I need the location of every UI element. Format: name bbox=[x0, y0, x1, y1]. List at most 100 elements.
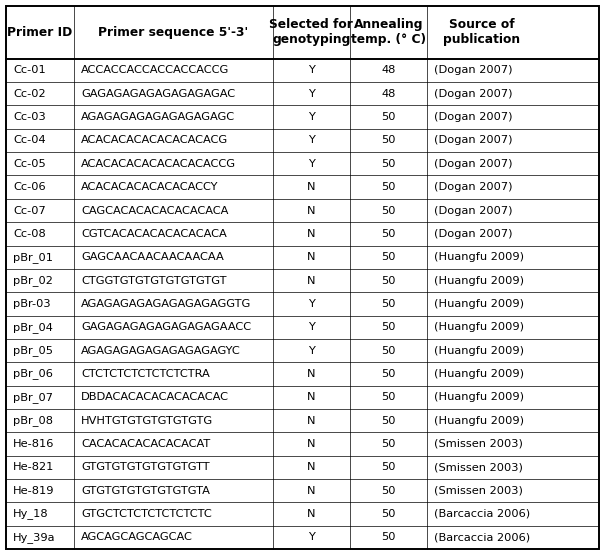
Text: 48: 48 bbox=[381, 65, 396, 75]
Text: (Dogan 2007): (Dogan 2007) bbox=[434, 159, 512, 169]
Text: Primer ID: Primer ID bbox=[7, 26, 73, 39]
Text: N: N bbox=[307, 205, 316, 215]
Text: GAGAGAGAGAGAGAGAGAACC: GAGAGAGAGAGAGAGAGAACC bbox=[81, 322, 251, 332]
Text: ACACACACACACACACCY: ACACACACACACACACCY bbox=[81, 182, 218, 192]
Text: pBr_04: pBr_04 bbox=[13, 322, 53, 332]
Text: (Dogan 2007): (Dogan 2007) bbox=[434, 112, 512, 122]
Text: 50: 50 bbox=[381, 229, 396, 239]
Text: pBr_06: pBr_06 bbox=[13, 369, 53, 380]
Text: pBr_01: pBr_01 bbox=[13, 252, 53, 263]
Text: Y: Y bbox=[308, 299, 315, 309]
Text: 50: 50 bbox=[381, 346, 396, 356]
Text: pBr_02: pBr_02 bbox=[13, 275, 53, 286]
Text: Y: Y bbox=[308, 159, 315, 169]
Text: (Dogan 2007): (Dogan 2007) bbox=[434, 89, 512, 99]
Text: N: N bbox=[307, 252, 316, 262]
Text: (Huangfu 2009): (Huangfu 2009) bbox=[434, 252, 524, 262]
Text: (Huangfu 2009): (Huangfu 2009) bbox=[434, 346, 524, 356]
Text: 50: 50 bbox=[381, 462, 396, 472]
Text: Cc-01: Cc-01 bbox=[13, 65, 46, 75]
Text: ACCACCACCACCACCACCG: ACCACCACCACCACCACCG bbox=[81, 65, 229, 75]
Text: DBDACACACACACACACAC: DBDACACACACACACACAC bbox=[81, 392, 229, 402]
Text: Selected for
genotyping: Selected for genotyping bbox=[269, 18, 353, 47]
Text: He-819: He-819 bbox=[13, 486, 54, 496]
Text: Annealing
temp. (° C): Annealing temp. (° C) bbox=[351, 18, 426, 47]
Text: Primer sequence 5'-3': Primer sequence 5'-3' bbox=[99, 26, 249, 39]
Text: GAGCAACAACAACAACAA: GAGCAACAACAACAACAA bbox=[81, 252, 224, 262]
Text: Y: Y bbox=[308, 112, 315, 122]
Text: N: N bbox=[307, 182, 316, 192]
Text: Hy_39a: Hy_39a bbox=[13, 532, 56, 543]
Text: Cc-06: Cc-06 bbox=[13, 182, 45, 192]
Text: 50: 50 bbox=[381, 275, 396, 285]
Text: Cc-07: Cc-07 bbox=[13, 205, 46, 215]
Text: Y: Y bbox=[308, 322, 315, 332]
Text: 50: 50 bbox=[381, 439, 396, 449]
Text: Y: Y bbox=[308, 532, 315, 542]
Text: (Huangfu 2009): (Huangfu 2009) bbox=[434, 416, 524, 426]
Text: He-821: He-821 bbox=[13, 462, 54, 472]
Text: (Huangfu 2009): (Huangfu 2009) bbox=[434, 322, 524, 332]
Text: Y: Y bbox=[308, 135, 315, 145]
Text: 50: 50 bbox=[381, 205, 396, 215]
Text: Y: Y bbox=[308, 89, 315, 99]
Text: (Huangfu 2009): (Huangfu 2009) bbox=[434, 299, 524, 309]
Text: 50: 50 bbox=[381, 299, 396, 309]
Text: N: N bbox=[307, 369, 316, 379]
Text: 50: 50 bbox=[381, 369, 396, 379]
Text: pBr_08: pBr_08 bbox=[13, 415, 53, 426]
Text: N: N bbox=[307, 509, 316, 519]
Text: (Huangfu 2009): (Huangfu 2009) bbox=[434, 392, 524, 402]
Text: CTCTCTCTCTCTCTCTRA: CTCTCTCTCTCTCTCTRA bbox=[81, 369, 210, 379]
Text: He-816: He-816 bbox=[13, 439, 54, 449]
Text: N: N bbox=[307, 229, 316, 239]
Text: (Barcaccia 2006): (Barcaccia 2006) bbox=[434, 509, 530, 519]
Text: Hy_18: Hy_18 bbox=[13, 508, 48, 519]
Text: Y: Y bbox=[308, 65, 315, 75]
Text: AGAGAGAGAGAGAGAGAGC: AGAGAGAGAGAGAGAGAGC bbox=[81, 112, 235, 122]
Text: 50: 50 bbox=[381, 112, 396, 122]
Text: HVHTGTGTGTGTGTGTG: HVHTGTGTGTGTGTGTG bbox=[81, 416, 214, 426]
Text: (Dogan 2007): (Dogan 2007) bbox=[434, 205, 512, 215]
Text: ACACACACACACACACACG: ACACACACACACACACACG bbox=[81, 135, 228, 145]
Text: 50: 50 bbox=[381, 252, 396, 262]
Text: GTGCTCTCTCTCTCTCTC: GTGCTCTCTCTCTCTCTC bbox=[81, 509, 212, 519]
Text: Cc-04: Cc-04 bbox=[13, 135, 45, 145]
Text: 50: 50 bbox=[381, 135, 396, 145]
Text: 50: 50 bbox=[381, 416, 396, 426]
Text: N: N bbox=[307, 486, 316, 496]
Text: 50: 50 bbox=[381, 486, 396, 496]
Text: (Huangfu 2009): (Huangfu 2009) bbox=[434, 275, 524, 285]
Text: (Huangfu 2009): (Huangfu 2009) bbox=[434, 369, 524, 379]
Text: ACACACACACACACACACCG: ACACACACACACACACACCG bbox=[81, 159, 236, 169]
Text: (Dogan 2007): (Dogan 2007) bbox=[434, 135, 512, 145]
Text: CAGCACACACACACACACA: CAGCACACACACACACACA bbox=[81, 205, 229, 215]
Text: Y: Y bbox=[308, 346, 315, 356]
Text: GTGTGTGTGTGTGTGTA: GTGTGTGTGTGTGTGTA bbox=[81, 486, 210, 496]
Text: (Smissen 2003): (Smissen 2003) bbox=[434, 462, 523, 472]
Text: (Dogan 2007): (Dogan 2007) bbox=[434, 65, 512, 75]
Text: CACACACACACACACAT: CACACACACACACACAT bbox=[81, 439, 211, 449]
Text: AGCAGCAGCAGCAC: AGCAGCAGCAGCAC bbox=[81, 532, 193, 542]
Text: 50: 50 bbox=[381, 322, 396, 332]
Text: (Smissen 2003): (Smissen 2003) bbox=[434, 439, 523, 449]
Text: pBr_07: pBr_07 bbox=[13, 392, 53, 403]
Text: 50: 50 bbox=[381, 182, 396, 192]
Text: AGAGAGAGAGAGAGAGAGGTG: AGAGAGAGAGAGAGAGAGGTG bbox=[81, 299, 252, 309]
Text: N: N bbox=[307, 416, 316, 426]
Text: (Dogan 2007): (Dogan 2007) bbox=[434, 182, 512, 192]
Text: GTGTGTGTGTGTGTGTT: GTGTGTGTGTGTGTGTT bbox=[81, 462, 210, 472]
Text: CTGGTGTGTGTGTGTGTGT: CTGGTGTGTGTGTGTGTGT bbox=[81, 275, 227, 285]
Text: Cc-05: Cc-05 bbox=[13, 159, 46, 169]
Text: N: N bbox=[307, 462, 316, 472]
Text: 50: 50 bbox=[381, 532, 396, 542]
Text: GAGAGAGAGAGAGAGAGAC: GAGAGAGAGAGAGAGAGAC bbox=[81, 89, 235, 99]
Text: 50: 50 bbox=[381, 392, 396, 402]
Text: AGAGAGAGAGAGAGAGAGYC: AGAGAGAGAGAGAGAGAGYC bbox=[81, 346, 241, 356]
Text: N: N bbox=[307, 275, 316, 285]
Text: Cc-02: Cc-02 bbox=[13, 89, 45, 99]
Text: 48: 48 bbox=[381, 89, 396, 99]
Text: pBr-03: pBr-03 bbox=[13, 299, 51, 309]
Text: 50: 50 bbox=[381, 509, 396, 519]
Text: pBr_05: pBr_05 bbox=[13, 345, 53, 356]
